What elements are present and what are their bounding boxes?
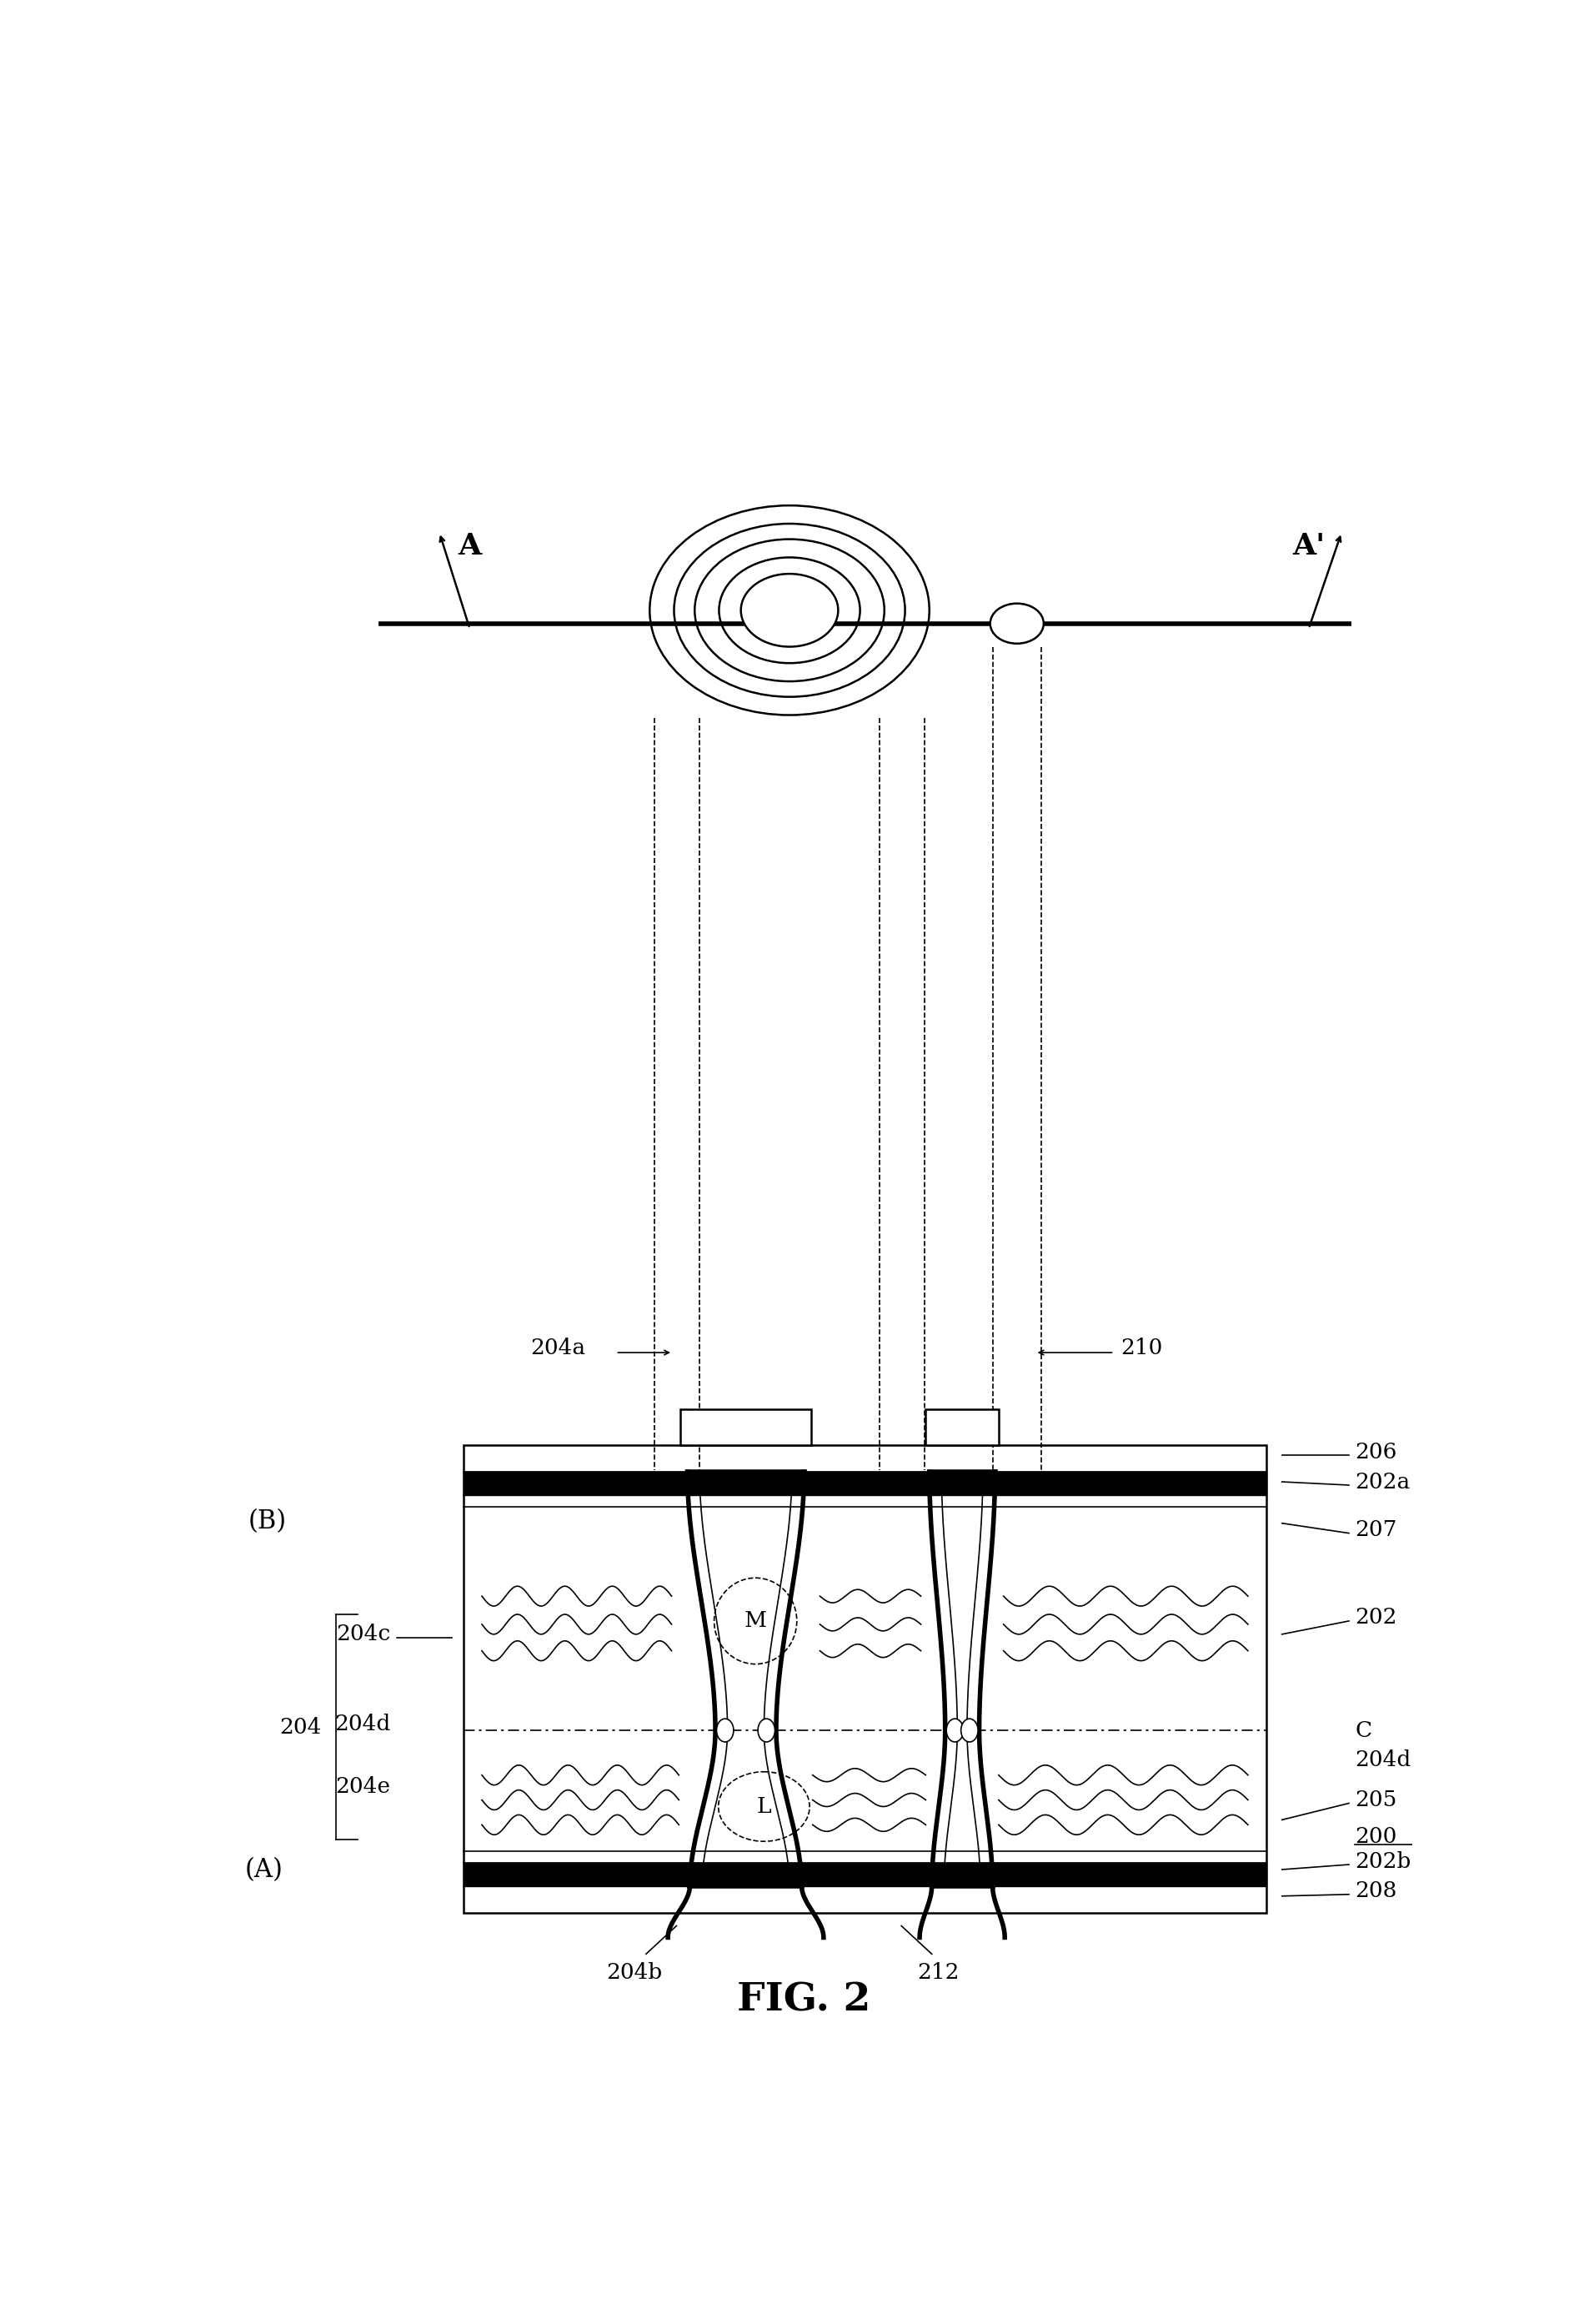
Text: 210: 210 <box>1120 1336 1163 1357</box>
Ellipse shape <box>990 604 1043 644</box>
Circle shape <box>717 1720 734 1743</box>
Text: FIG. 2: FIG. 2 <box>737 1980 871 2020</box>
Bar <box>679 1408 811 1446</box>
Bar <box>464 1446 1266 1913</box>
Text: 212: 212 <box>916 1961 959 1982</box>
Circle shape <box>946 1720 963 1743</box>
Circle shape <box>960 1720 977 1743</box>
Text: (A): (A) <box>245 1857 282 1882</box>
Text: 208: 208 <box>1356 1880 1396 1901</box>
Text: M: M <box>744 1611 767 1631</box>
Text: 204d: 204d <box>1356 1750 1411 1771</box>
Text: 204: 204 <box>279 1717 322 1738</box>
Text: 204e: 204e <box>336 1776 391 1796</box>
Text: L: L <box>756 1796 772 1817</box>
Circle shape <box>758 1720 775 1743</box>
Text: 207: 207 <box>1356 1520 1396 1541</box>
Text: 204a: 204a <box>530 1336 585 1357</box>
Text: 204c: 204c <box>336 1624 391 1645</box>
Text: 202: 202 <box>1356 1608 1396 1629</box>
Text: A: A <box>458 532 482 560</box>
Text: 206: 206 <box>1356 1441 1396 1462</box>
Text: 204b: 204b <box>606 1961 662 1982</box>
Text: 200: 200 <box>1356 1827 1396 1848</box>
Text: 205: 205 <box>1356 1789 1396 1810</box>
Text: (B): (B) <box>248 1508 287 1534</box>
Text: C: C <box>1356 1720 1371 1741</box>
Text: 202b: 202b <box>1356 1850 1411 1871</box>
Text: 204d: 204d <box>334 1713 391 1734</box>
Bar <box>926 1408 998 1446</box>
Text: A': A' <box>1293 532 1326 560</box>
Text: 202a: 202a <box>1356 1471 1411 1492</box>
Ellipse shape <box>741 574 838 646</box>
